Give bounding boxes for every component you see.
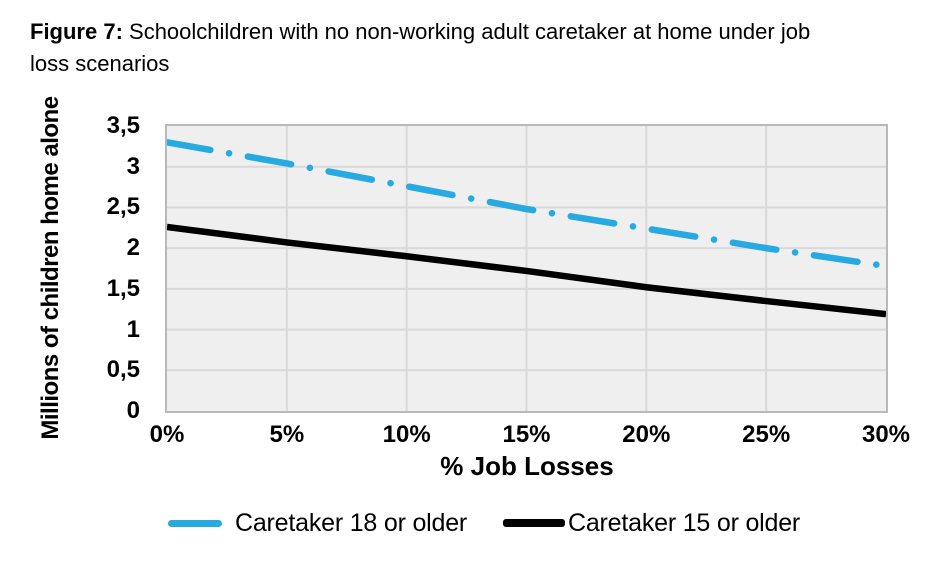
figure-title: Figure 7: Schoolchildren with no non-wor… xyxy=(30,16,922,80)
figure-title-line2: loss scenarios xyxy=(30,51,170,76)
x-tick-label: 25% xyxy=(742,421,791,448)
y-tick-label: 1 xyxy=(126,315,140,343)
y-tick-label: 3,5 xyxy=(106,112,140,139)
x-tick-label: 30% xyxy=(861,421,911,448)
chart-canvas xyxy=(167,126,886,411)
x-tick-label: 5% xyxy=(269,421,305,448)
x-tick-label: 0% xyxy=(149,421,185,448)
y-tick-label: 1,5 xyxy=(106,274,140,302)
legend-swatch-0 xyxy=(168,519,222,527)
figure-number-label: Figure 7: xyxy=(30,19,123,44)
legend-swatch-1 xyxy=(503,519,565,527)
y-tick-label: 0 xyxy=(126,397,140,424)
y-tick-label: 0,5 xyxy=(106,356,140,384)
x-tick-label: 10% xyxy=(382,421,431,448)
y-axis-title: Millions of children home alone xyxy=(37,96,64,440)
y-tick-label: 2 xyxy=(126,234,140,262)
series-line-1 xyxy=(167,223,886,318)
x-tick-label: 15% xyxy=(502,421,551,448)
x-tick-label: 20% xyxy=(622,421,671,448)
series-line-0 xyxy=(167,139,886,270)
x-axis-title: % Job Losses xyxy=(440,451,614,481)
legend-label-0: Caretaker 18 or older xyxy=(235,509,468,537)
legend-label-1: Caretaker 15 or older xyxy=(568,509,801,537)
figure-title-line1: Schoolchildren with no non-working adult… xyxy=(122,19,811,44)
y-tick-label: 3 xyxy=(126,152,140,180)
y-tick-label: 2,5 xyxy=(106,193,140,221)
plot-area xyxy=(165,124,888,413)
